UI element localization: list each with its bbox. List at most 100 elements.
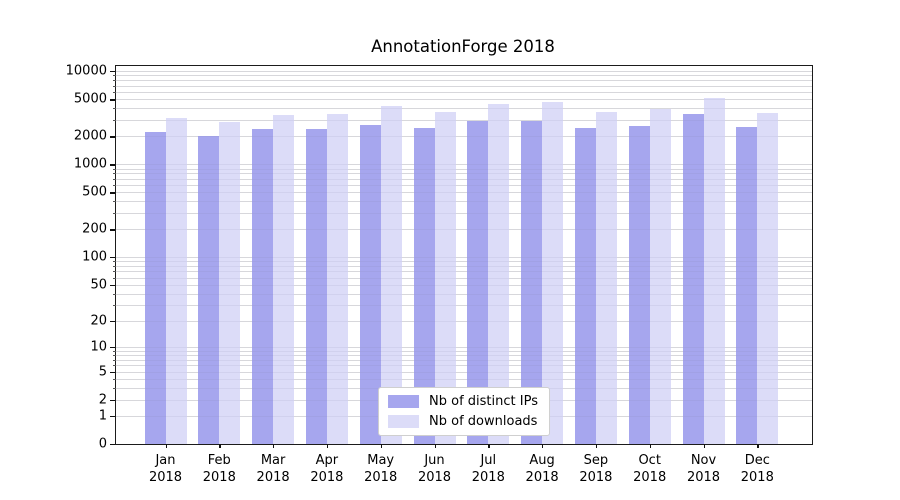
bar-distinct-ips-jan: [144, 132, 166, 444]
y-minor-tick: [112, 365, 116, 367]
gridline: [116, 212, 812, 214]
y-tick: [110, 136, 115, 138]
x-tick-year: 2018: [310, 470, 344, 485]
y-minor-tick: [112, 91, 116, 93]
gridline: [116, 271, 812, 273]
y-minor-tick: [112, 184, 116, 186]
x-tick-nov: [703, 444, 705, 448]
gridline: [116, 136, 812, 138]
gridline: [116, 119, 812, 121]
x-tick-may: [380, 444, 383, 448]
bar-distinct-ips-apr: [305, 129, 327, 444]
gridline: [116, 277, 812, 279]
y-minor-tick: [112, 261, 116, 263]
x-tick-label-oct: Oct 2018: [618, 452, 682, 486]
y-minor-tick: [112, 266, 116, 268]
gridline: [116, 71, 812, 73]
y-minor-tick: [112, 387, 116, 389]
bar-downloads-sep: [595, 111, 617, 444]
x-tick-year: 2018: [471, 470, 505, 485]
y-minor-tick: [112, 359, 116, 361]
bar-distinct-ips-nov: [682, 113, 704, 444]
x-tick-oct: [649, 444, 652, 448]
legend-row-distinct-ips: Nb of distinct IPs: [388, 394, 538, 409]
x-tick-label-apr: Apr 2018: [295, 452, 359, 486]
x-tick-month: Oct: [638, 453, 661, 468]
bar-downloads-apr: [326, 113, 348, 444]
x-tick-year: 2018: [202, 470, 236, 485]
y-tick-label: 0: [98, 436, 107, 452]
bar-distinct-ips-oct: [628, 125, 650, 444]
gridline: [116, 91, 812, 93]
x-tick-year: 2018: [686, 470, 721, 485]
x-tick-label-nov: Nov 2018: [672, 452, 736, 486]
x-tick-year: 2018: [633, 470, 667, 485]
bar-distinct-ips-feb: [198, 136, 220, 444]
x-tick-label-mar: Mar 2018: [241, 452, 305, 486]
y-minor-tick: [112, 212, 116, 214]
gridline: [116, 192, 812, 194]
gridline: [116, 320, 812, 322]
y-tick: [110, 71, 115, 73]
y-tick-label: 100: [82, 249, 107, 265]
y-tick: [110, 229, 115, 231]
bar-distinct-ips-jun: [413, 128, 435, 444]
y-tick-label: 20: [90, 313, 107, 329]
bar-distinct-ips-sep: [574, 127, 596, 444]
x-tick-feb: [219, 444, 221, 448]
bar-downloads-may: [380, 106, 402, 444]
y-minor-tick: [112, 168, 116, 170]
y-minor-tick: [112, 271, 116, 273]
y-tick-label: 1000: [73, 156, 107, 172]
x-tick-label-sep: Sep 2018: [564, 452, 628, 486]
legend-swatch-downloads: [388, 415, 420, 428]
y-minor-tick: [112, 277, 116, 279]
x-tick-month: Dec: [744, 453, 770, 468]
y-tick: [110, 164, 115, 166]
x-tick-jan: [165, 444, 167, 448]
y-minor-tick: [112, 201, 116, 203]
x-tick-aug: [542, 444, 544, 448]
y-minor-tick: [112, 173, 116, 175]
x-tick-year: 2018: [256, 470, 290, 485]
gridline: [116, 346, 812, 348]
y-tick: [110, 415, 115, 418]
x-tick-label-jan: Jan 2018: [134, 452, 198, 486]
gridline: [116, 365, 812, 367]
y-minor-tick: [112, 108, 116, 110]
gridline: [116, 184, 812, 186]
gridline: [116, 284, 812, 286]
y-tick-label: 500: [82, 184, 107, 200]
bar-downloads-nov: [703, 97, 725, 444]
x-tick-label-jun: Jun 2018: [403, 452, 467, 486]
x-tick-jul: [488, 444, 490, 448]
x-tick-jun: [434, 444, 436, 448]
y-minor-tick: [112, 350, 116, 352]
gridline: [116, 378, 812, 380]
y-tick-label: 10000: [65, 63, 107, 79]
gridline: [116, 371, 812, 373]
y-tick-label: 10: [90, 339, 107, 355]
y-minor-tick: [112, 178, 116, 180]
gridline: [116, 266, 812, 268]
y-tick: [110, 99, 115, 101]
gridline: [116, 164, 812, 166]
bar-downloads-jul: [488, 104, 510, 444]
chart-title: AnnotationForge 2018: [371, 37, 555, 56]
y-tick-label: 2000: [73, 128, 107, 144]
gridline: [116, 350, 812, 352]
x-tick-label-aug: Aug 2018: [510, 452, 574, 486]
bar-downloads-oct: [649, 108, 671, 444]
y-minor-tick: [112, 378, 116, 380]
plot-area: 10000 5000 2000 1000 500 200 100 50 20 10 5 2 1 0 Jan 2…: [66, 64, 813, 485]
y-minor-tick: [112, 80, 116, 82]
y-tick: [110, 192, 115, 194]
legend: Nb of distinct IPs Nb of downloads: [378, 387, 550, 436]
x-tick-year: 2018: [740, 470, 774, 485]
gridline: [116, 261, 812, 263]
y-tick: [110, 371, 115, 373]
gridline: [116, 229, 812, 231]
y-minor-tick: [112, 119, 116, 121]
x-tick-month: Feb: [207, 453, 231, 468]
x-tick-month: Jul: [480, 453, 497, 468]
